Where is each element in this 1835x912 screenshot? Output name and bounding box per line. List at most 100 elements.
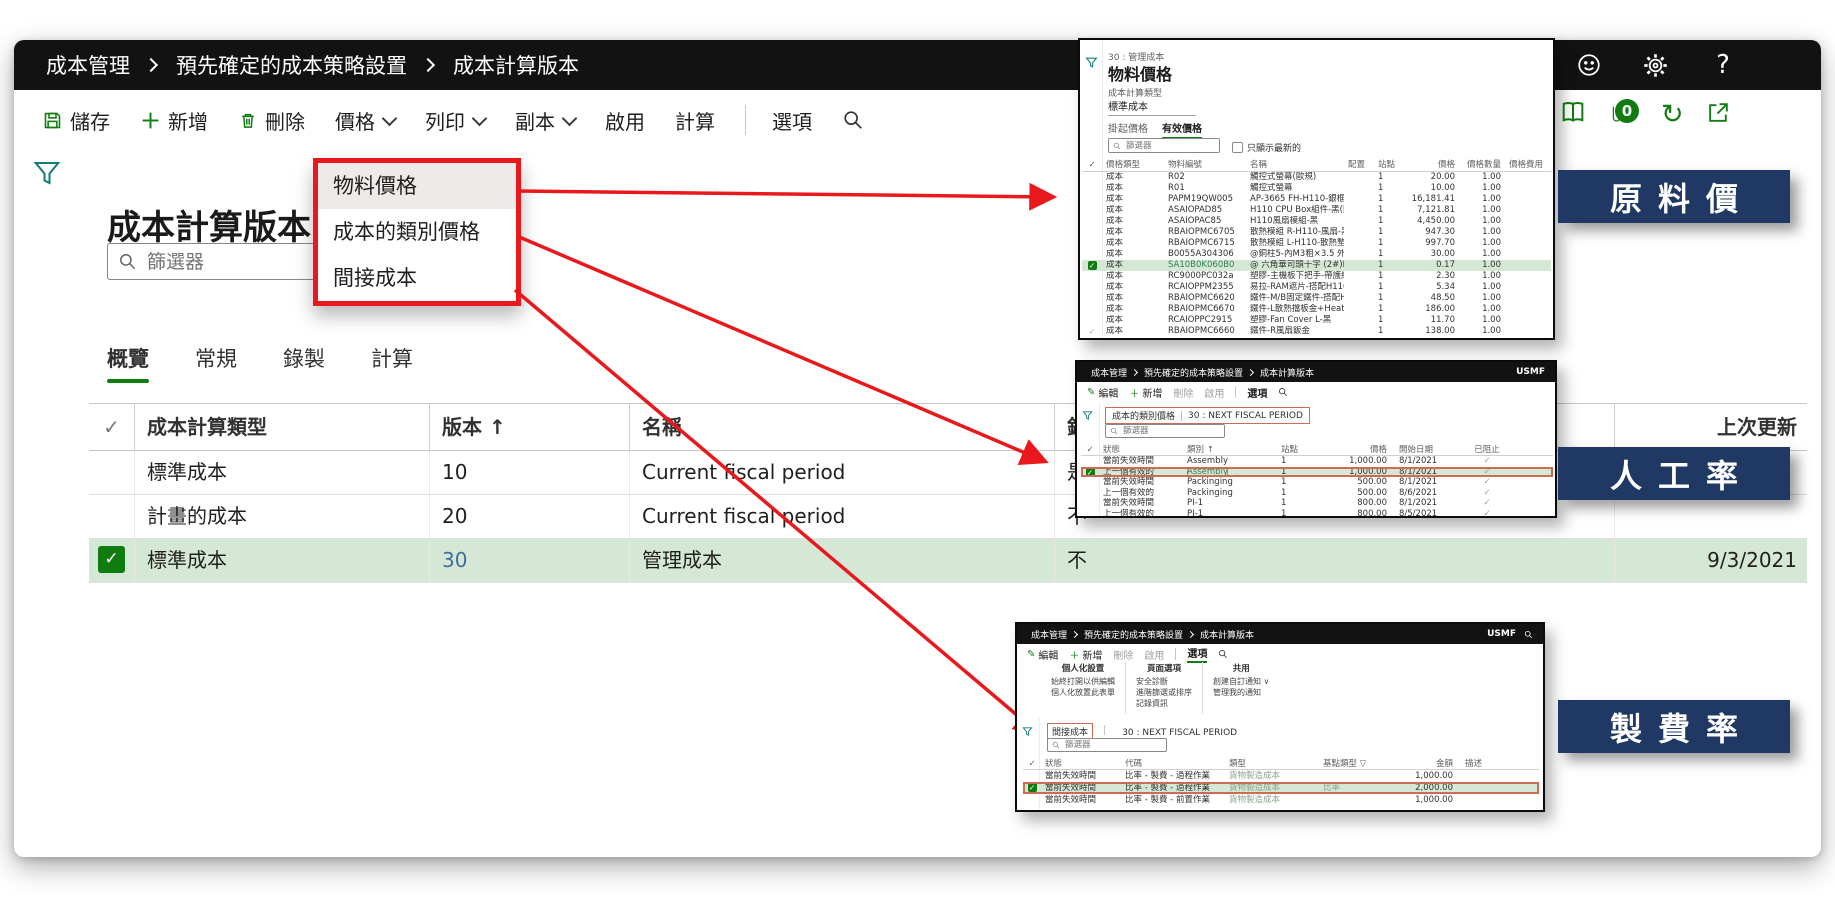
header-amount[interactable]: 金額 <box>1435 759 1453 769</box>
cell-category[interactable]: Assembly <box>1187 466 1228 477</box>
header-status[interactable]: 狀態 <box>1045 759 1063 769</box>
table-row[interactable]: 成本 ASAIOPAD85 H110 CPU Box組件-黑(開放式... 1 … <box>1082 205 1551 216</box>
activate-button[interactable]: 啟用 <box>1204 388 1225 400</box>
table-row[interactable]: 上一個有效的 PI-1 1 800.00 8/5/2021 ✓ <box>1081 508 1553 518</box>
header-price-charges[interactable]: 價格費用 <box>1508 160 1543 170</box>
delete-button[interactable]: 刪除 <box>1113 650 1134 662</box>
cell-version[interactable]: 30 <box>430 539 630 582</box>
copy-menu-button[interactable]: 副本 <box>515 106 578 135</box>
header-select-all[interactable]: ✓ <box>89 404 135 450</box>
table-row[interactable]: 成本 RCAIOPPC2915 塑膠-Fan Cover L-黑 1 11.70… <box>1082 315 1551 326</box>
table-row[interactable]: 成本 RC9000PC032a 塑膠-主機板下把手-帶護緣 1 2.30 1.0… <box>1082 271 1551 282</box>
delete-button[interactable]: 刪除 <box>238 106 305 135</box>
ribbon-item[interactable]: 創建自訂通知 ∨ <box>1213 677 1270 686</box>
tab[interactable]: 掛起價格 <box>1108 124 1148 135</box>
dropdown-menu-item[interactable]: 物料價格 <box>318 163 516 209</box>
settings-gear-icon[interactable] <box>1632 40 1678 90</box>
cell-code[interactable]: 比率 - 製費 - 過程作業 <box>1125 771 1210 781</box>
filter-input[interactable] <box>1124 139 1218 152</box>
ribbon-item[interactable]: 始終打開以供編輯 <box>1051 677 1115 686</box>
breadcrumb-item[interactable]: 成本計算版本 <box>1183 628 1254 641</box>
row-select-cell[interactable]: ✓ <box>1082 326 1102 337</box>
header-description[interactable]: 描述 <box>1465 759 1483 769</box>
quick-filter[interactable] <box>1047 738 1167 752</box>
filter-funnel-icon[interactable] <box>1085 54 1098 73</box>
cell-item-number[interactable]: RBAIOPMC6620 <box>1168 293 1235 303</box>
header-category[interactable]: 類別 ↑ <box>1187 445 1214 455</box>
row-select-cell[interactable] <box>1082 238 1102 249</box>
cell-item-number[interactable]: RBAIOPMC6670 <box>1168 304 1235 314</box>
breadcrumb-item[interactable]: 成本計算版本 <box>1243 366 1314 379</box>
feedback-smiley-icon[interactable] <box>1566 40 1612 90</box>
header-item-number[interactable]: 物料編號 <box>1168 160 1203 170</box>
dropdown-menu-item[interactable]: 間接成本 <box>333 266 417 290</box>
header-costing-type[interactable]: 成本計算類型 <box>135 404 430 450</box>
cell-version[interactable]: 10 <box>430 451 630 494</box>
header-version[interactable]: 版本 ↑ <box>430 404 630 450</box>
row-select-cell[interactable] <box>89 451 135 494</box>
cell-item-number[interactable]: SA10B0K060B0 <box>1168 260 1235 270</box>
breadcrumb-item[interactable]: 預先確定的成本策略設置 <box>130 50 407 80</box>
costing-type-value[interactable]: 標準成本 <box>1108 98 1196 116</box>
tab[interactable]: 常規 <box>195 347 237 371</box>
table-row[interactable]: 成本 RBAIOPMC6670 鐵件-L散熱擋板金+Heatsink 1 186… <box>1082 304 1551 315</box>
table-row[interactable]: ✓ 成本 RBAIOPMC6660 鐵件-R風扇鈑金 1 138.00 1.00 <box>1082 326 1551 337</box>
table-row[interactable]: 成本 RBAIOPMC6620 鐵件-M/B固定鐵件-搭配H110... 1 4… <box>1082 293 1551 304</box>
cell-item-number[interactable]: ASAIOPAC85 <box>1168 216 1222 226</box>
header-select-all[interactable]: ✓ <box>1028 759 1036 769</box>
header-code[interactable]: 代碼 <box>1125 759 1143 769</box>
cell-code[interactable]: 比率 - 製費 - 過程作業 <box>1125 783 1210 793</box>
cell-category[interactable]: Packinging <box>1187 487 1233 498</box>
breadcrumb-item[interactable]: 成本管理 <box>1031 630 1068 641</box>
row-select-cell[interactable] <box>1082 183 1102 194</box>
table-row[interactable]: 成本 RCAIOPPM2355 易拉-RAM遮片-搭配H110主機-... 1 … <box>1082 282 1551 293</box>
cell-item-number[interactable]: PAPM19QW005 <box>1168 194 1233 204</box>
cell-item-number[interactable]: RBAIOPMC6715 <box>1168 238 1235 248</box>
row-select-cell[interactable] <box>1081 456 1099 467</box>
header-name[interactable]: 名稱 <box>1250 160 1268 170</box>
calculate-button[interactable]: 計算 <box>675 106 715 135</box>
header-name[interactable]: 名稱 <box>630 404 1055 450</box>
filter-funnel-icon[interactable] <box>1022 722 1033 741</box>
row-select-cell[interactable]: ✓ <box>1082 260 1102 271</box>
cell-item-number[interactable]: RCAIOPPC2915 <box>1168 315 1233 325</box>
header-select-all[interactable]: ✓ <box>1088 160 1096 170</box>
header-site[interactable]: 站點 <box>1281 445 1299 455</box>
cell-category[interactable]: Assembly <box>1187 456 1228 466</box>
header-price[interactable]: 價格 <box>1369 445 1387 455</box>
table-row[interactable]: ✓ 當前失效時間 比率 - 製費 - 過程作業 貨物製造成本 比率 2,000.… <box>1023 782 1539 794</box>
breadcrumb-item[interactable]: 成本管理 <box>46 54 130 78</box>
table-row[interactable]: 當前失效時間 比率 - 製費 - 過程作業 貨物製造成本 1,000.00 <box>1023 770 1539 782</box>
ribbon-item[interactable]: 個人化放置此表單 <box>1051 688 1115 697</box>
save-button[interactable]: 儲存 <box>42 106 110 135</box>
row-select-cell[interactable] <box>1082 282 1102 293</box>
row-select-cell[interactable] <box>1082 194 1102 205</box>
cell-category[interactable]: PI-1 <box>1187 508 1204 518</box>
row-select-cell[interactable] <box>1082 205 1102 216</box>
table-row[interactable]: ✓ 標準成本 30 管理成本 不 9/3/2021 <box>89 539 1807 583</box>
print-menu-button[interactable]: 列印 <box>425 106 488 135</box>
tab[interactable]: 有效價格 <box>1162 120 1202 139</box>
cell-code[interactable]: 比率 - 製費 - 前置作業 <box>1125 795 1210 805</box>
show-latest-checkbox[interactable]: 只顯示最新的 <box>1232 141 1301 154</box>
breadcrumb-item[interactable]: 成本管理 <box>1091 368 1128 379</box>
header-configuration[interactable]: 配置 <box>1348 160 1366 170</box>
table-row[interactable]: 上一個有效的 Packinging 1 500.00 8/6/2021 ✓ <box>1081 488 1553 499</box>
ribbon-item[interactable]: 進階篩選或排序 <box>1136 688 1192 697</box>
table-row[interactable]: 成本 PAPM19QW005 AP-3665 FH-H110-銀框黑 1 16,… <box>1082 194 1551 205</box>
row-select-cell[interactable] <box>1081 509 1099 517</box>
ribbon-item[interactable]: 記錄資訊 <box>1136 699 1168 708</box>
cell-version[interactable]: 20 <box>430 495 630 538</box>
row-select-cell[interactable] <box>1082 315 1102 326</box>
header-price-qty[interactable]: 價格數量 <box>1466 160 1501 170</box>
table-row[interactable]: 成本 B0055A304306 @銅柱5-內M3粗×3.5 外M3粗×... 1… <box>1082 249 1551 260</box>
row-select-cell[interactable] <box>1082 216 1102 227</box>
tab[interactable]: 概覽 <box>107 343 149 383</box>
filter-input[interactable] <box>1121 425 1215 437</box>
ribbon-item[interactable]: 安全診斷 <box>1136 677 1168 686</box>
delete-button[interactable]: 刪除 <box>1173 388 1194 400</box>
search-icon[interactable] <box>1218 649 1228 659</box>
table-row[interactable]: 當前失效時間 Assembly 1 1,000.00 8/1/2021 ✓ <box>1081 456 1553 467</box>
edit-button[interactable]: ✎ 編輯 <box>1087 386 1119 400</box>
header-basis-type[interactable]: 基點類型 ▽ <box>1323 759 1367 769</box>
